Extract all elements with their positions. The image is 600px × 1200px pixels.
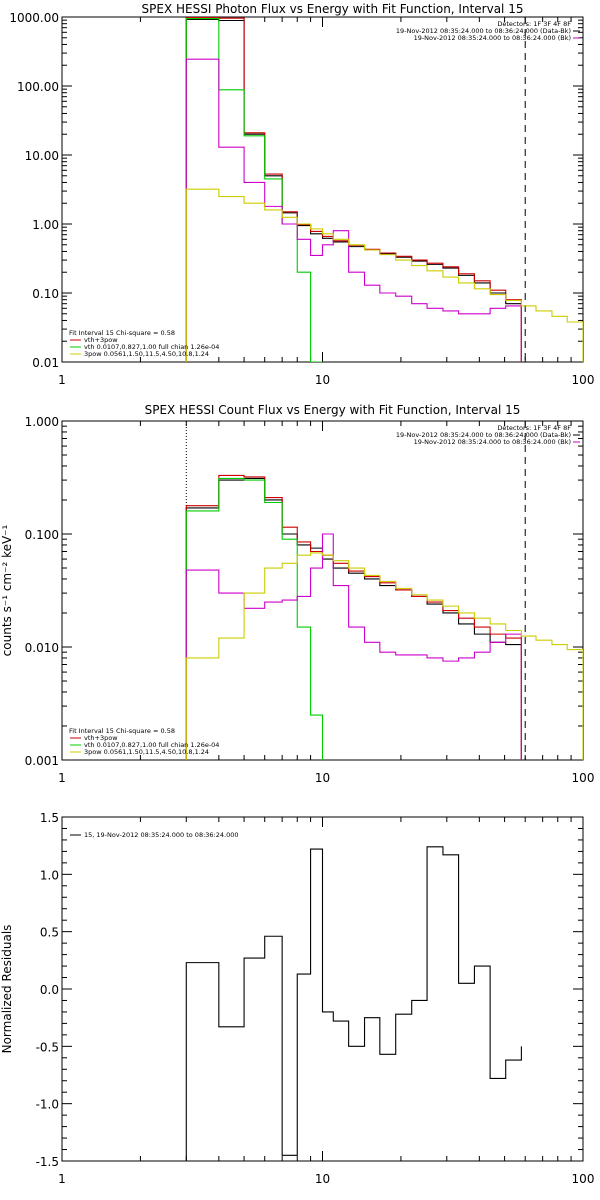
legend-entry: vth 0.0107,0.827,1.00 full chian 1.26e-0… [84,741,219,749]
header-text: Detectors: 1F 3F 4F 8F [497,424,571,432]
x-tick-label: 100 [572,771,595,785]
y-tick-label: -1.0 [36,1098,59,1112]
header-text: Detectors: 1F 3F 4F 8F [497,20,571,28]
header-text: 19-Nov-2012 08:35:24.000 to 08:36:24.000… [414,438,571,446]
y-tick-label: 1.00 [32,218,59,232]
series-line-2 [185,17,522,362]
x-tick-label: 100 [572,373,595,387]
chart-panel-1: SPEX HESSI Photon Flux vs Energy with Fi… [9,2,594,387]
series-line-5 [185,188,583,362]
series-line-1 [185,477,522,760]
y-axis-label: counts s⁻¹ cm⁻² keV⁻¹ [0,524,14,656]
x-tick-label: 10 [315,771,330,785]
y-tick-label: -1.5 [36,1155,59,1169]
y-tick-label: 1.5 [40,811,59,825]
series-line-4 [185,533,522,760]
y-tick-label: 0.0 [40,983,59,997]
x-tick-label: 100 [572,1172,595,1186]
legend-entry: Fit Interval 15 Chi-square = 0.58 [69,329,175,337]
x-tick-label: 1 [58,1172,66,1186]
series-line-5 [185,552,583,760]
y-tick-label: 0.100 [25,528,59,542]
series-line-3 [185,477,324,760]
series-line-3 [185,17,323,362]
x-tick-label: 1 [58,373,66,387]
legend-entry: vth+3pow [84,336,118,344]
y-tick-label: 0.01 [32,356,59,370]
y-tick-label: 0.010 [25,641,59,655]
plot-frame [61,420,584,761]
chart-panel-2: SPEX HESSI Count Flux vs Energy with Fit… [0,403,594,785]
chart-title: SPEX HESSI Count Flux vs Energy with Fit… [145,403,521,417]
y-tick-label: 1.0 [40,868,59,882]
legend-entry: 15, 19-Nov-2012 08:35:24.000 to 08:36:24… [84,831,238,839]
legend-entry: 3pow 0.0561,1.50,11.5,4.50,10.8,1.24 [84,748,209,756]
series-line-2 [185,474,522,760]
x-tick-label: 10 [315,373,330,387]
y-tick-label: 1.000 [25,415,59,429]
legend-entry: vth+3pow [84,734,118,742]
y-axis-label: Normalized Residuals [0,925,14,1054]
legend-entry: vth 0.0107,0.827,1.00 full chian 1.26e-0… [84,343,219,351]
legend-entry: 3pow 0.0561,1.50,11.5,4.50,10.8,1.24 [84,350,209,358]
chart-panel-3: Normalized Residuals 1 10 100 -1.5 -1.0 -0.5 0.… [0,811,594,1186]
series-line-4 [185,58,522,362]
y-tick-label: 0.001 [25,754,59,768]
header-text: 19-Nov-2012 08:35:24.000 to 08:36:24.000… [396,27,571,35]
y-tick-label: 10.00 [25,149,59,163]
y-tick-label: 0.5 [40,926,59,940]
plot-frame [61,16,584,363]
x-tick-label: 1 [58,771,66,785]
y-tick-label: -0.5 [36,1040,59,1054]
x-tick-label: 10 [315,1172,330,1186]
y-tick-label: 1000.00 [9,11,59,25]
series-line-1 [185,846,522,1161]
header-text: 19-Nov-2012 08:35:24.000 to 08:36:24.000… [396,431,571,439]
y-tick-label: 0.10 [32,287,59,301]
chart-title: SPEX HESSI Photon Flux vs Energy with Fi… [142,2,524,16]
header-text: 19-Nov-2012 08:35:24.000 to 08:36:24.000… [414,34,571,42]
series-line-1 [185,18,522,362]
legend-entry: Fit Interval 15 Chi-square = 0.58 [69,727,175,735]
y-tick-label: 100.00 [17,80,59,94]
